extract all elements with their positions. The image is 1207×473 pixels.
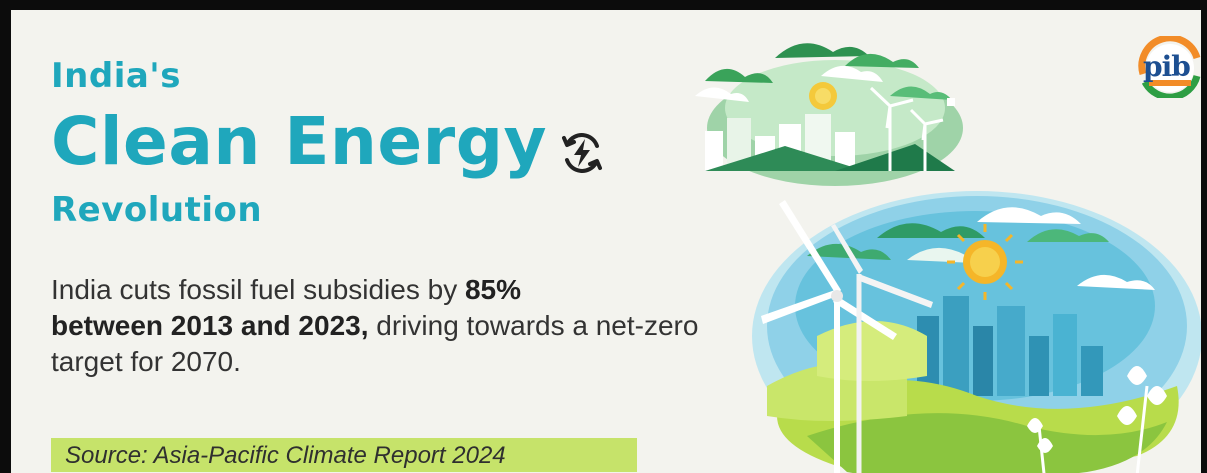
- summary-highlight-period: between 2013 and 2023,: [51, 310, 369, 341]
- source-banner: Source: Asia-Pacific Climate Report 2024: [51, 438, 637, 472]
- summary-part-2: driving towards a net-zero target for 20…: [51, 310, 699, 377]
- city-illustration-top: [695, 43, 963, 186]
- title-line-3: Revolution: [51, 190, 263, 230]
- pib-logo: [1138, 36, 1201, 98]
- source-text: Source: Asia-Pacific Climate Report 2024: [65, 442, 506, 469]
- pib-logo-text: pib: [1143, 50, 1191, 83]
- clean-energy-landscape-illustration: [752, 191, 1201, 473]
- summary-highlight-percent: 85%: [464, 274, 522, 305]
- renewable-energy-bolt-icon: [562, 133, 602, 173]
- summary-part-1: India cuts fossil fuel subsidies by: [51, 274, 465, 305]
- title-line-1: India's: [51, 56, 181, 96]
- summary-text: India cuts fossil fuel subsidies by 85% …: [51, 272, 771, 380]
- title-line-2: Clean Energy: [51, 103, 547, 180]
